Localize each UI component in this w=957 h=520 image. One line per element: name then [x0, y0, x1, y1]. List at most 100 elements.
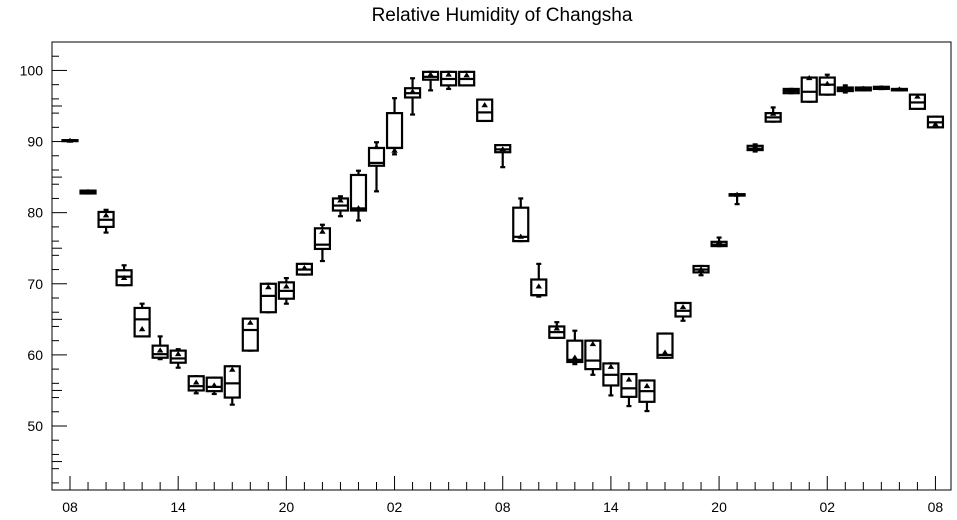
box-body	[620, 372, 638, 398]
box-9	[223, 365, 241, 406]
mean-marker	[625, 376, 633, 382]
box-42	[818, 73, 836, 96]
box-1	[79, 188, 97, 195]
box-series	[61, 70, 945, 413]
box-body	[512, 206, 530, 243]
mean-marker	[914, 93, 921, 99]
mean-marker	[84, 188, 92, 194]
mean-marker	[932, 121, 939, 127]
x-tick-label: 20	[279, 499, 295, 515]
box-11	[259, 282, 277, 314]
mean-marker	[787, 87, 795, 93]
box-31	[620, 372, 638, 408]
box-body	[476, 98, 494, 123]
box-36	[710, 236, 728, 248]
mean-marker	[156, 347, 164, 353]
box-6	[169, 348, 187, 369]
mean-marker	[733, 191, 741, 197]
box-46	[890, 86, 908, 92]
y-tick-label: 90	[27, 134, 43, 150]
mean-marker	[463, 72, 470, 78]
box-body	[584, 339, 602, 371]
mean-marker	[589, 340, 597, 347]
x-tick-label: 02	[819, 499, 835, 515]
box-12	[277, 276, 295, 305]
mean-marker	[427, 71, 434, 77]
mean-marker	[607, 363, 615, 369]
x-axis: 08 14 20 02 08 14 20 02 08	[62, 476, 943, 515]
box-0	[61, 137, 79, 143]
mean-marker	[409, 88, 416, 94]
box-5	[151, 335, 169, 361]
mean-marker	[661, 349, 669, 355]
box-body	[223, 365, 241, 399]
box-8	[205, 376, 223, 396]
mean-marker	[138, 326, 146, 332]
mean-marker	[697, 266, 705, 272]
y-tick-label: 70	[27, 276, 43, 292]
box-30	[602, 362, 620, 397]
box-19	[403, 77, 422, 116]
box-body	[656, 332, 674, 359]
mean-marker	[337, 197, 344, 203]
box-37	[728, 191, 746, 206]
box-body	[818, 76, 836, 96]
box-24	[494, 144, 512, 169]
mean-marker	[391, 147, 398, 153]
plot-frame	[51, 41, 952, 491]
box-body	[349, 173, 368, 212]
mean-marker	[751, 143, 759, 149]
mean-marker	[571, 354, 579, 360]
mean-marker	[824, 80, 831, 86]
x-tick-label: 08	[495, 499, 511, 515]
mean-marker	[265, 284, 272, 290]
mean-marker	[896, 86, 903, 92]
box-body	[566, 339, 584, 364]
box-26	[530, 262, 548, 298]
box-33	[656, 332, 674, 359]
mean-marker	[174, 350, 182, 357]
mean-marker	[66, 137, 74, 143]
box-47	[908, 93, 927, 110]
mean-marker	[102, 212, 110, 218]
box-body	[385, 112, 404, 150]
box-body	[133, 306, 151, 338]
mean-marker	[192, 379, 200, 385]
mean-marker	[769, 110, 777, 116]
box-34	[674, 301, 692, 322]
y-tick-label: 80	[27, 205, 43, 221]
box-41	[800, 75, 818, 103]
box-body	[241, 317, 259, 352]
mean-marker	[120, 274, 128, 280]
box-16	[349, 169, 368, 222]
mean-marker	[319, 228, 326, 234]
box-20	[422, 70, 440, 92]
chart-title: Relative Humidity of Changsha	[372, 5, 633, 26]
box-28	[566, 329, 584, 366]
x-tick-label: 02	[387, 499, 403, 515]
mean-marker	[806, 75, 813, 81]
mean-marker	[247, 319, 254, 325]
y-axis: 50 60 70 80 90 100	[20, 41, 67, 484]
box-32	[638, 379, 656, 413]
box-23	[476, 98, 494, 123]
mean-marker	[517, 233, 524, 239]
box-body	[169, 349, 187, 364]
x-tick-label: 14	[170, 499, 186, 515]
mean-marker	[481, 102, 488, 108]
box-2	[97, 208, 115, 234]
box-4	[133, 302, 151, 338]
mean-marker	[499, 146, 506, 152]
mean-marker	[860, 85, 867, 91]
mean-marker	[553, 325, 561, 331]
mean-marker	[643, 382, 651, 389]
mean-marker	[355, 205, 362, 211]
box-10	[241, 317, 259, 352]
mean-marker	[373, 143, 380, 150]
mean-marker	[301, 264, 308, 271]
box-40	[782, 87, 800, 95]
mean-marker	[715, 238, 723, 244]
box-18	[385, 97, 404, 156]
y-tick-label: 60	[27, 347, 43, 363]
